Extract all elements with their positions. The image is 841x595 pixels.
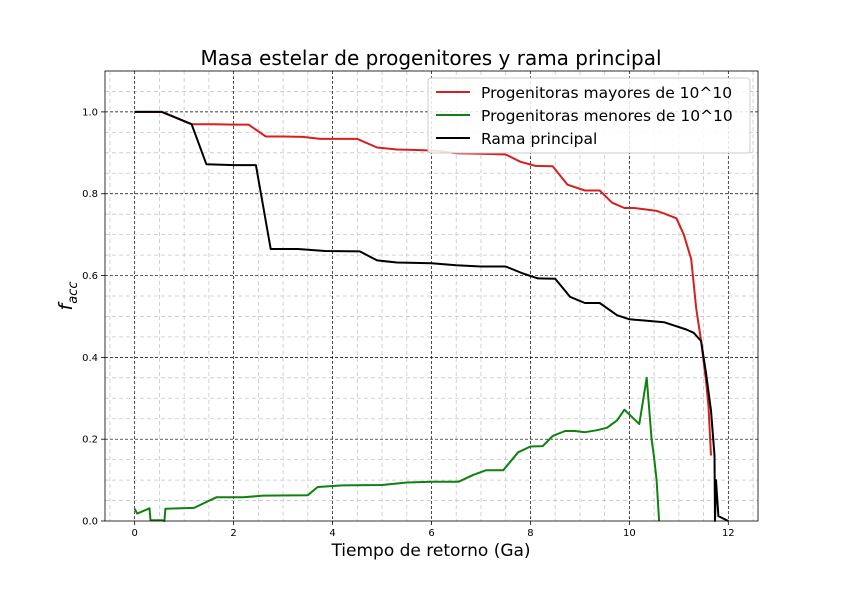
series-line-menores xyxy=(133,376,661,522)
y-tick-label: 0.2 xyxy=(82,435,98,446)
y-tick-label: 0.8 xyxy=(82,189,98,200)
series-line-mayores xyxy=(134,110,712,456)
y-ticks: 0.0 0.2 0.4 0.6 0.8 1.0 xyxy=(82,107,105,528)
legend-label-menores: Progenitoras menores de 10^10 xyxy=(481,107,733,125)
x-tick-label: 6 xyxy=(428,528,434,539)
series-line-rama xyxy=(134,110,729,522)
y-tick-label: 0.0 xyxy=(82,517,98,528)
x-axis-label: Tiempo de retorno (Ga) xyxy=(330,541,530,561)
x-tick-label: 12 xyxy=(722,528,735,539)
x-ticks: 0 2 4 6 8 10 12 xyxy=(131,521,735,539)
y-axis-label-sub: acc xyxy=(66,282,81,304)
y-tick-label: 0.4 xyxy=(82,353,98,364)
y-tick-label: 0.6 xyxy=(82,271,98,282)
x-tick-label: 10 xyxy=(623,528,636,539)
x-tick-label: 8 xyxy=(527,528,533,539)
y-axis-label: facc xyxy=(55,282,81,311)
series-lines xyxy=(133,110,729,522)
x-tick-label: 0 xyxy=(131,528,137,539)
y-tick-label: 1.0 xyxy=(82,107,98,118)
minor-grid xyxy=(105,70,758,521)
legend-label-rama: Rama principal xyxy=(481,130,597,148)
legend-box xyxy=(427,77,751,154)
x-tick-label: 2 xyxy=(230,528,236,539)
x-tick-label: 4 xyxy=(329,528,335,539)
legend-label-mayores: Progenitoras mayores de 10^10 xyxy=(481,84,732,102)
legend: Progenitoras mayores de 10^10 Progenitor… xyxy=(427,77,751,154)
chart-title: Masa estelar de progenitores y rama prin… xyxy=(200,46,661,70)
y-axis-label-main: f xyxy=(55,300,77,310)
